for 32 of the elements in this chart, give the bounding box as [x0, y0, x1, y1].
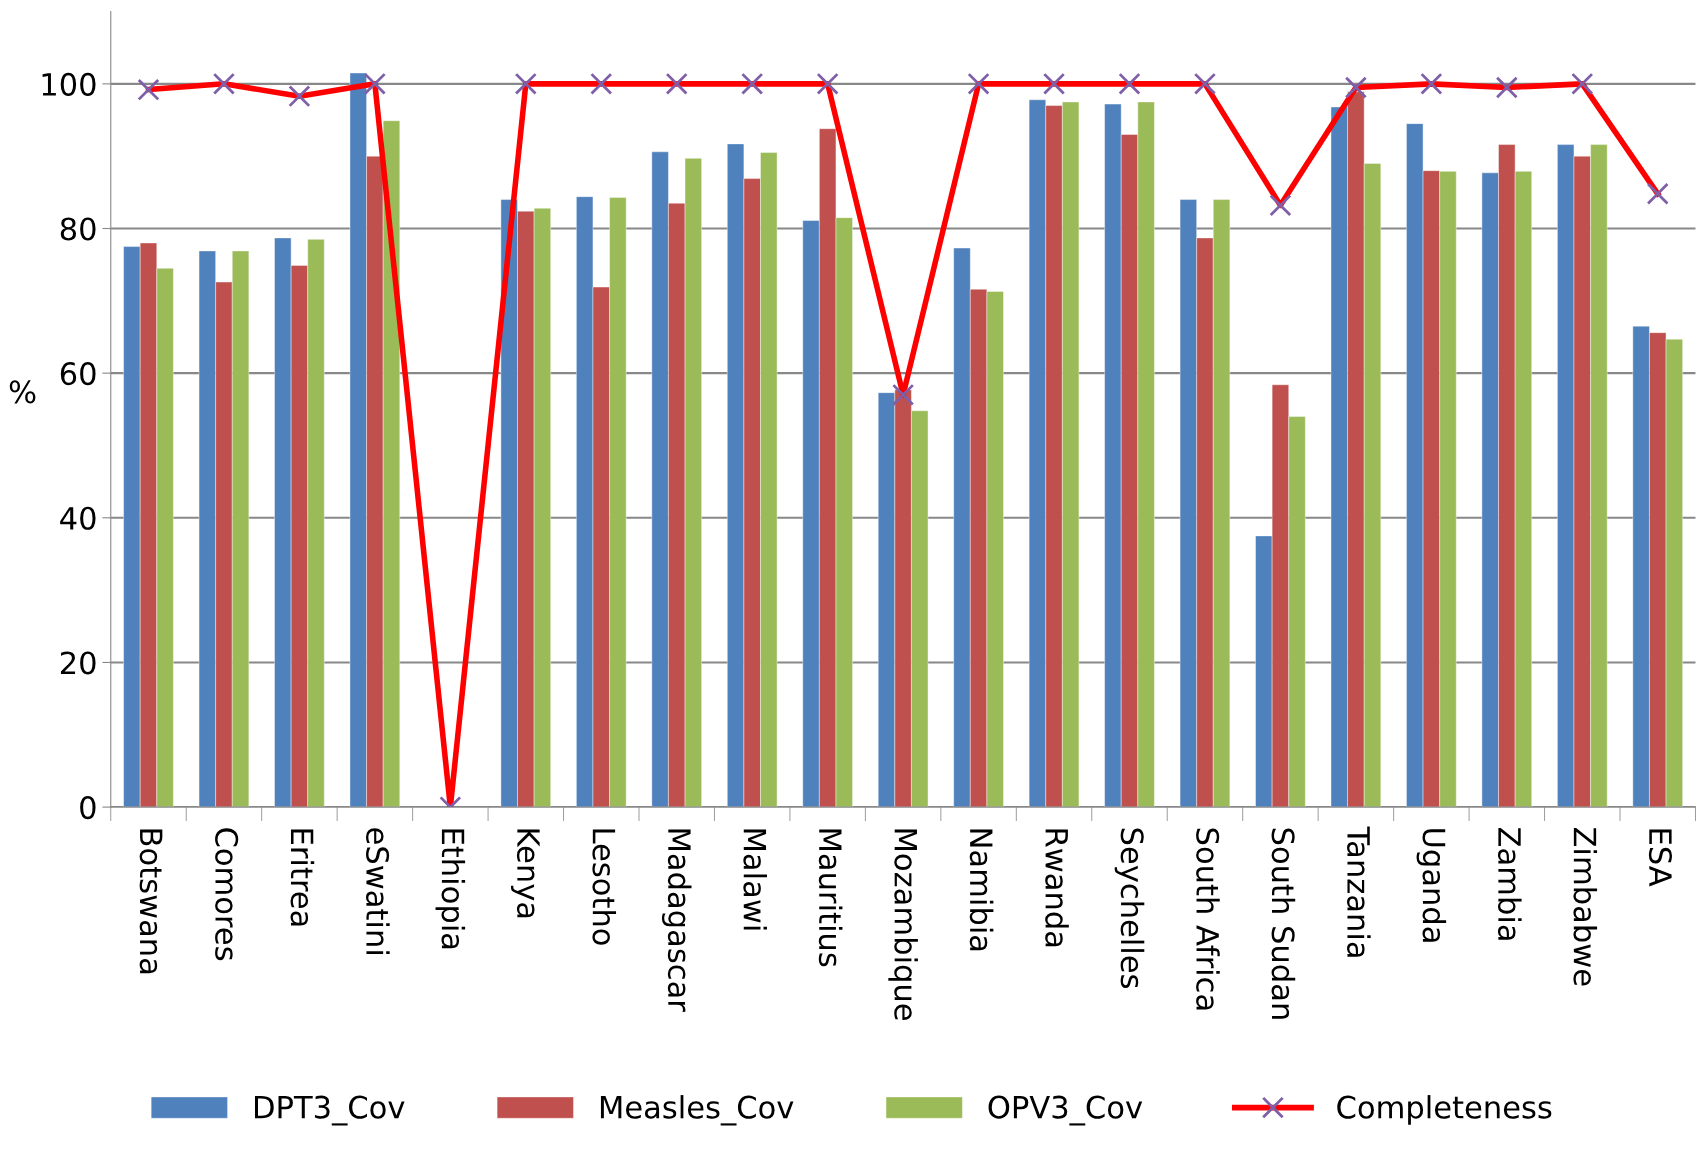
x-tick-label: Kenya [511, 829, 540, 918]
x-tick-label: Malawi [743, 829, 767, 930]
legend-label: Measles_Cov [600, 1095, 794, 1126]
y-axis-title: % [9, 380, 36, 404]
y-tick-label: 20 [60, 651, 96, 675]
x-tick-label: ESA [1648, 829, 1672, 887]
y-tick-label: 0 [80, 796, 96, 820]
x-tick-label: Seychelles [1114, 828, 1145, 988]
y-tick-label: 40 [60, 506, 96, 530]
x-tick-label: eSwatini [366, 828, 390, 954]
x-tick-label: South Sudan [1271, 828, 1296, 1019]
x-tick-label: Mozambique [888, 829, 918, 1020]
x-tick-label: Madagascar [661, 829, 692, 1012]
x-tick-label: Ethiopia [435, 829, 466, 949]
x-tick-label: South Africa [1196, 828, 1220, 1010]
legend-label: DPT3_Cov [254, 1095, 405, 1126]
x-tick-label: Lesotho [592, 829, 617, 945]
x-tick-label: Rwanda [1045, 829, 1069, 947]
x-tick-label: Namibia [969, 829, 994, 951]
legend-label: OPV3_Cov [988, 1095, 1143, 1126]
x-tick-label: Comores [215, 828, 239, 961]
y-tick-label: 100 [42, 72, 96, 96]
x-tick-label: Zimbabwe [1573, 827, 1598, 986]
x-tick-label: Mauritius [818, 829, 843, 967]
x-tick-label: Zambia [1497, 827, 1522, 940]
legend-label: Completeness [1337, 1095, 1552, 1125]
x-tick-label: Tanzania [1347, 826, 1371, 957]
x-tick-label: Botswana [139, 829, 163, 974]
y-tick-label: 60 [60, 362, 96, 386]
x-tick-label: Uganda [1416, 829, 1447, 942]
x-tick-label: Eritrea [290, 829, 315, 926]
y-tick-label: 80 [60, 217, 96, 241]
